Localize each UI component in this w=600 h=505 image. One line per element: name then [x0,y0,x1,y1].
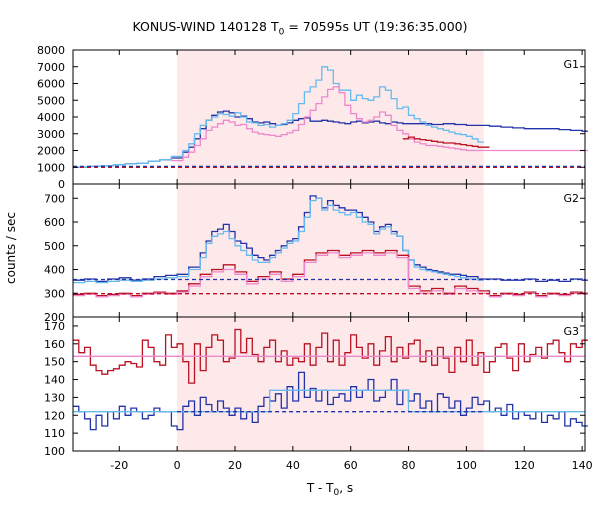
panel-g3-frame [72,316,586,452]
chart-title-time: = 70595s UT (19:36:35.000) [284,19,468,34]
x-tick-label: 40 [286,459,300,472]
x-axis-label-subscript: 0 [334,488,340,498]
panel-g2-series-2 [73,197,484,284]
panel-g3-ytick-label: 120 [44,409,65,422]
x-axis-label-unit: , s [339,481,353,495]
panel-g1-ytick-label: 2000 [37,145,65,158]
panel-g2-ytick-label: 300 [44,287,65,300]
panel-g3-ytick-label: 150 [44,356,65,369]
panel-g3-ytick-label: 140 [44,374,65,387]
panel-g2-label: G2 [563,192,579,205]
panel-g1-ytick-label: 3000 [37,128,65,141]
panel-g1-series-4 [402,136,490,148]
panel-g3-ytick-label: 130 [44,391,65,404]
x-tick-label: 0 [174,459,181,472]
x-tick-label: 140 [572,459,593,472]
panel-g2-ytick-label: 400 [44,264,65,277]
panel-g1-ytick-label: 7000 [37,61,65,74]
chart-title-subscript: 0 [278,27,285,38]
panel-g1-ytick-label: 4000 [37,111,65,124]
panel-g3-ytick-label: 160 [44,338,65,351]
x-tick-label: 100 [456,459,477,472]
panel-g1-label: G1 [563,58,579,71]
x-tick-label: 60 [344,459,358,472]
x-tick-label: 120 [514,459,535,472]
panel-g1-ytick-label: 0 [58,178,65,191]
panel-g2-ytick-label: 700 [44,192,65,205]
panel-g2-ytick-label: 600 [44,216,65,229]
panel-g3-series-1 [73,328,588,384]
panel-g2-ytick-label: 500 [44,240,65,253]
y-axis-label: counts / sec [4,212,18,284]
panel-g3-label: G3 [563,325,579,338]
panel-g1-series-1 [73,110,588,168]
panel-g2-series-4 [73,252,588,298]
panel-g3-ytick-label: 170 [44,320,65,333]
panel-g3-series-2 [73,371,588,431]
panel-g1-ytick-label: 1000 [37,161,65,174]
panel-g2-series-1 [73,195,588,283]
x-tick-label: -20 [110,459,128,472]
chart-title: KONUS-WIND 140128 T0 = 70595s UT (19:36:… [0,19,600,38]
panel-g1-ytick-label: 5000 [37,94,65,107]
x-axis-label: T - T0, s [306,481,353,498]
x-tick-label: 80 [402,459,416,472]
chart-title-text: KONUS-WIND 140128 T [132,19,279,34]
x-tick-label: 20 [228,459,242,472]
panel-g3-ytick-label: 110 [44,427,65,440]
panel-g1-ytick-label: 6000 [37,78,65,91]
panel-g2-ytick-label: 200 [44,311,65,324]
panel-g1-ytick-label: 8000 [37,44,65,57]
x-axis-label-text: T - T [306,481,334,495]
panel-g1-series-2 [73,66,484,168]
panel-g1-series-3 [171,86,588,162]
panel-g3-ytick-label: 100 [44,445,65,458]
